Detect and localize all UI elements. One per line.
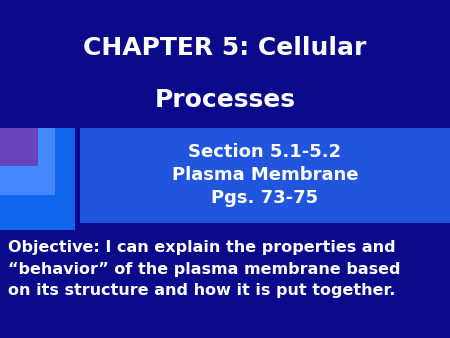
Text: Plasma Membrane: Plasma Membrane [172,166,358,184]
Text: CHAPTER 5: Cellular: CHAPTER 5: Cellular [83,36,367,60]
Bar [0,128,38,166]
Bar [0,128,55,195]
Text: Processes: Processes [154,88,296,112]
Text: Pgs. 73-75: Pgs. 73-75 [212,189,319,207]
Text: Objective: I can explain the properties and
“behavior” of the plasma membrane ba: Objective: I can explain the properties … [8,240,400,298]
Text: Section 5.1-5.2: Section 5.1-5.2 [189,143,342,161]
Bar [0,128,75,230]
Bar [80,128,450,223]
